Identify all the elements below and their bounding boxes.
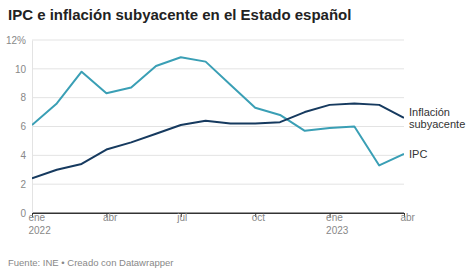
y-tick-label: 10 bbox=[15, 64, 27, 75]
x-tick-label: jul bbox=[176, 212, 187, 223]
series-line bbox=[32, 103, 404, 178]
x-tick-label: oct bbox=[252, 212, 266, 223]
x-tick-label: abr bbox=[103, 212, 118, 223]
series-label: IPC bbox=[409, 148, 427, 160]
y-tick-label: 2 bbox=[20, 179, 26, 190]
y-tick-label: 8 bbox=[20, 92, 26, 103]
x-tick: abr bbox=[103, 212, 118, 223]
grid-line bbox=[32, 184, 404, 185]
y-tick: 12% bbox=[6, 35, 32, 46]
y-tick: 6 bbox=[20, 121, 32, 132]
grid-line bbox=[32, 68, 404, 69]
grid-line bbox=[32, 97, 404, 98]
series-line bbox=[32, 57, 404, 165]
x-tick: oct bbox=[252, 212, 266, 223]
grid-line bbox=[32, 40, 404, 41]
x-tick: jul bbox=[176, 212, 187, 223]
x-tick: ene2023 bbox=[326, 212, 349, 236]
x-axis: ene2022 abr jul oct ene2023 abr bbox=[29, 212, 416, 236]
grid-line bbox=[32, 155, 404, 156]
y-tick: 2 bbox=[20, 179, 32, 190]
chart: IPC e inflación subyacente en el Estado … bbox=[0, 0, 474, 272]
y-tick-label: 6 bbox=[20, 121, 26, 132]
x-tick: ene2022 bbox=[29, 212, 52, 236]
y-tick: 4 bbox=[20, 150, 32, 161]
y-tick: 10 bbox=[15, 64, 32, 75]
x-tick: abr bbox=[401, 212, 416, 223]
plot-area bbox=[32, 57, 404, 178]
x-tick-label: abr bbox=[401, 212, 416, 223]
grid bbox=[32, 40, 404, 213]
y-tick: 8 bbox=[20, 92, 32, 103]
y-tick-label: 0 bbox=[20, 208, 26, 219]
series-label: Inflaciónsubyacente bbox=[409, 106, 465, 130]
x-tick-label: ene2022 bbox=[29, 212, 52, 236]
x-tick-label: ene2023 bbox=[326, 212, 349, 236]
y-axis: 0 2 4 6 8 10 12% bbox=[6, 35, 33, 219]
y-axis-line bbox=[32, 41, 33, 214]
y-tick-label: 12% bbox=[6, 35, 26, 46]
x-axis-line bbox=[33, 214, 405, 218]
source: Fuente: INE • Creado con Datawrapper bbox=[8, 257, 173, 268]
title: IPC e inflación subyacente en el Estado … bbox=[8, 6, 351, 23]
y-tick-label: 4 bbox=[20, 150, 26, 161]
